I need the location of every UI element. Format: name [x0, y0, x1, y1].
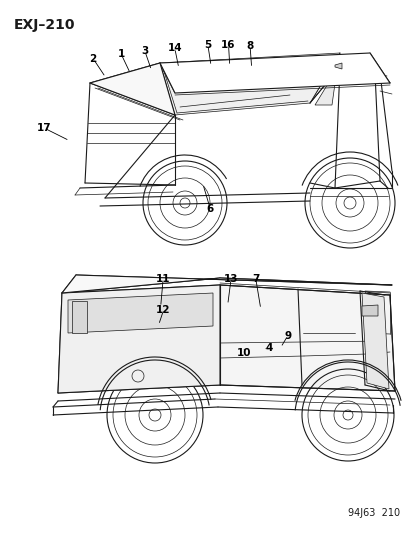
Text: 10: 10	[236, 348, 251, 358]
Polygon shape	[72, 301, 87, 333]
Polygon shape	[159, 53, 339, 115]
Text: 94J63  210: 94J63 210	[347, 508, 399, 518]
Polygon shape	[361, 293, 388, 389]
Polygon shape	[334, 63, 341, 69]
Polygon shape	[219, 285, 394, 391]
Text: 12: 12	[156, 305, 171, 315]
Text: 7: 7	[252, 274, 259, 284]
Text: 5: 5	[204, 40, 211, 50]
Text: 14: 14	[167, 43, 182, 53]
Text: 8: 8	[246, 41, 253, 51]
Text: 4: 4	[265, 343, 272, 352]
Text: 2: 2	[89, 54, 97, 63]
Polygon shape	[314, 69, 336, 105]
Polygon shape	[90, 63, 175, 115]
Polygon shape	[68, 293, 212, 333]
Polygon shape	[159, 53, 389, 93]
Polygon shape	[62, 275, 391, 293]
Text: 3: 3	[141, 46, 148, 56]
Text: 1: 1	[117, 50, 125, 59]
Text: 11: 11	[155, 274, 170, 284]
Text: 6: 6	[206, 204, 214, 214]
Polygon shape	[361, 305, 377, 316]
Text: 17: 17	[36, 123, 51, 133]
Text: EXJ–210: EXJ–210	[14, 18, 75, 32]
Text: 13: 13	[223, 274, 238, 284]
Polygon shape	[58, 285, 219, 393]
Text: 16: 16	[221, 40, 235, 50]
Text: 9: 9	[283, 331, 291, 341]
